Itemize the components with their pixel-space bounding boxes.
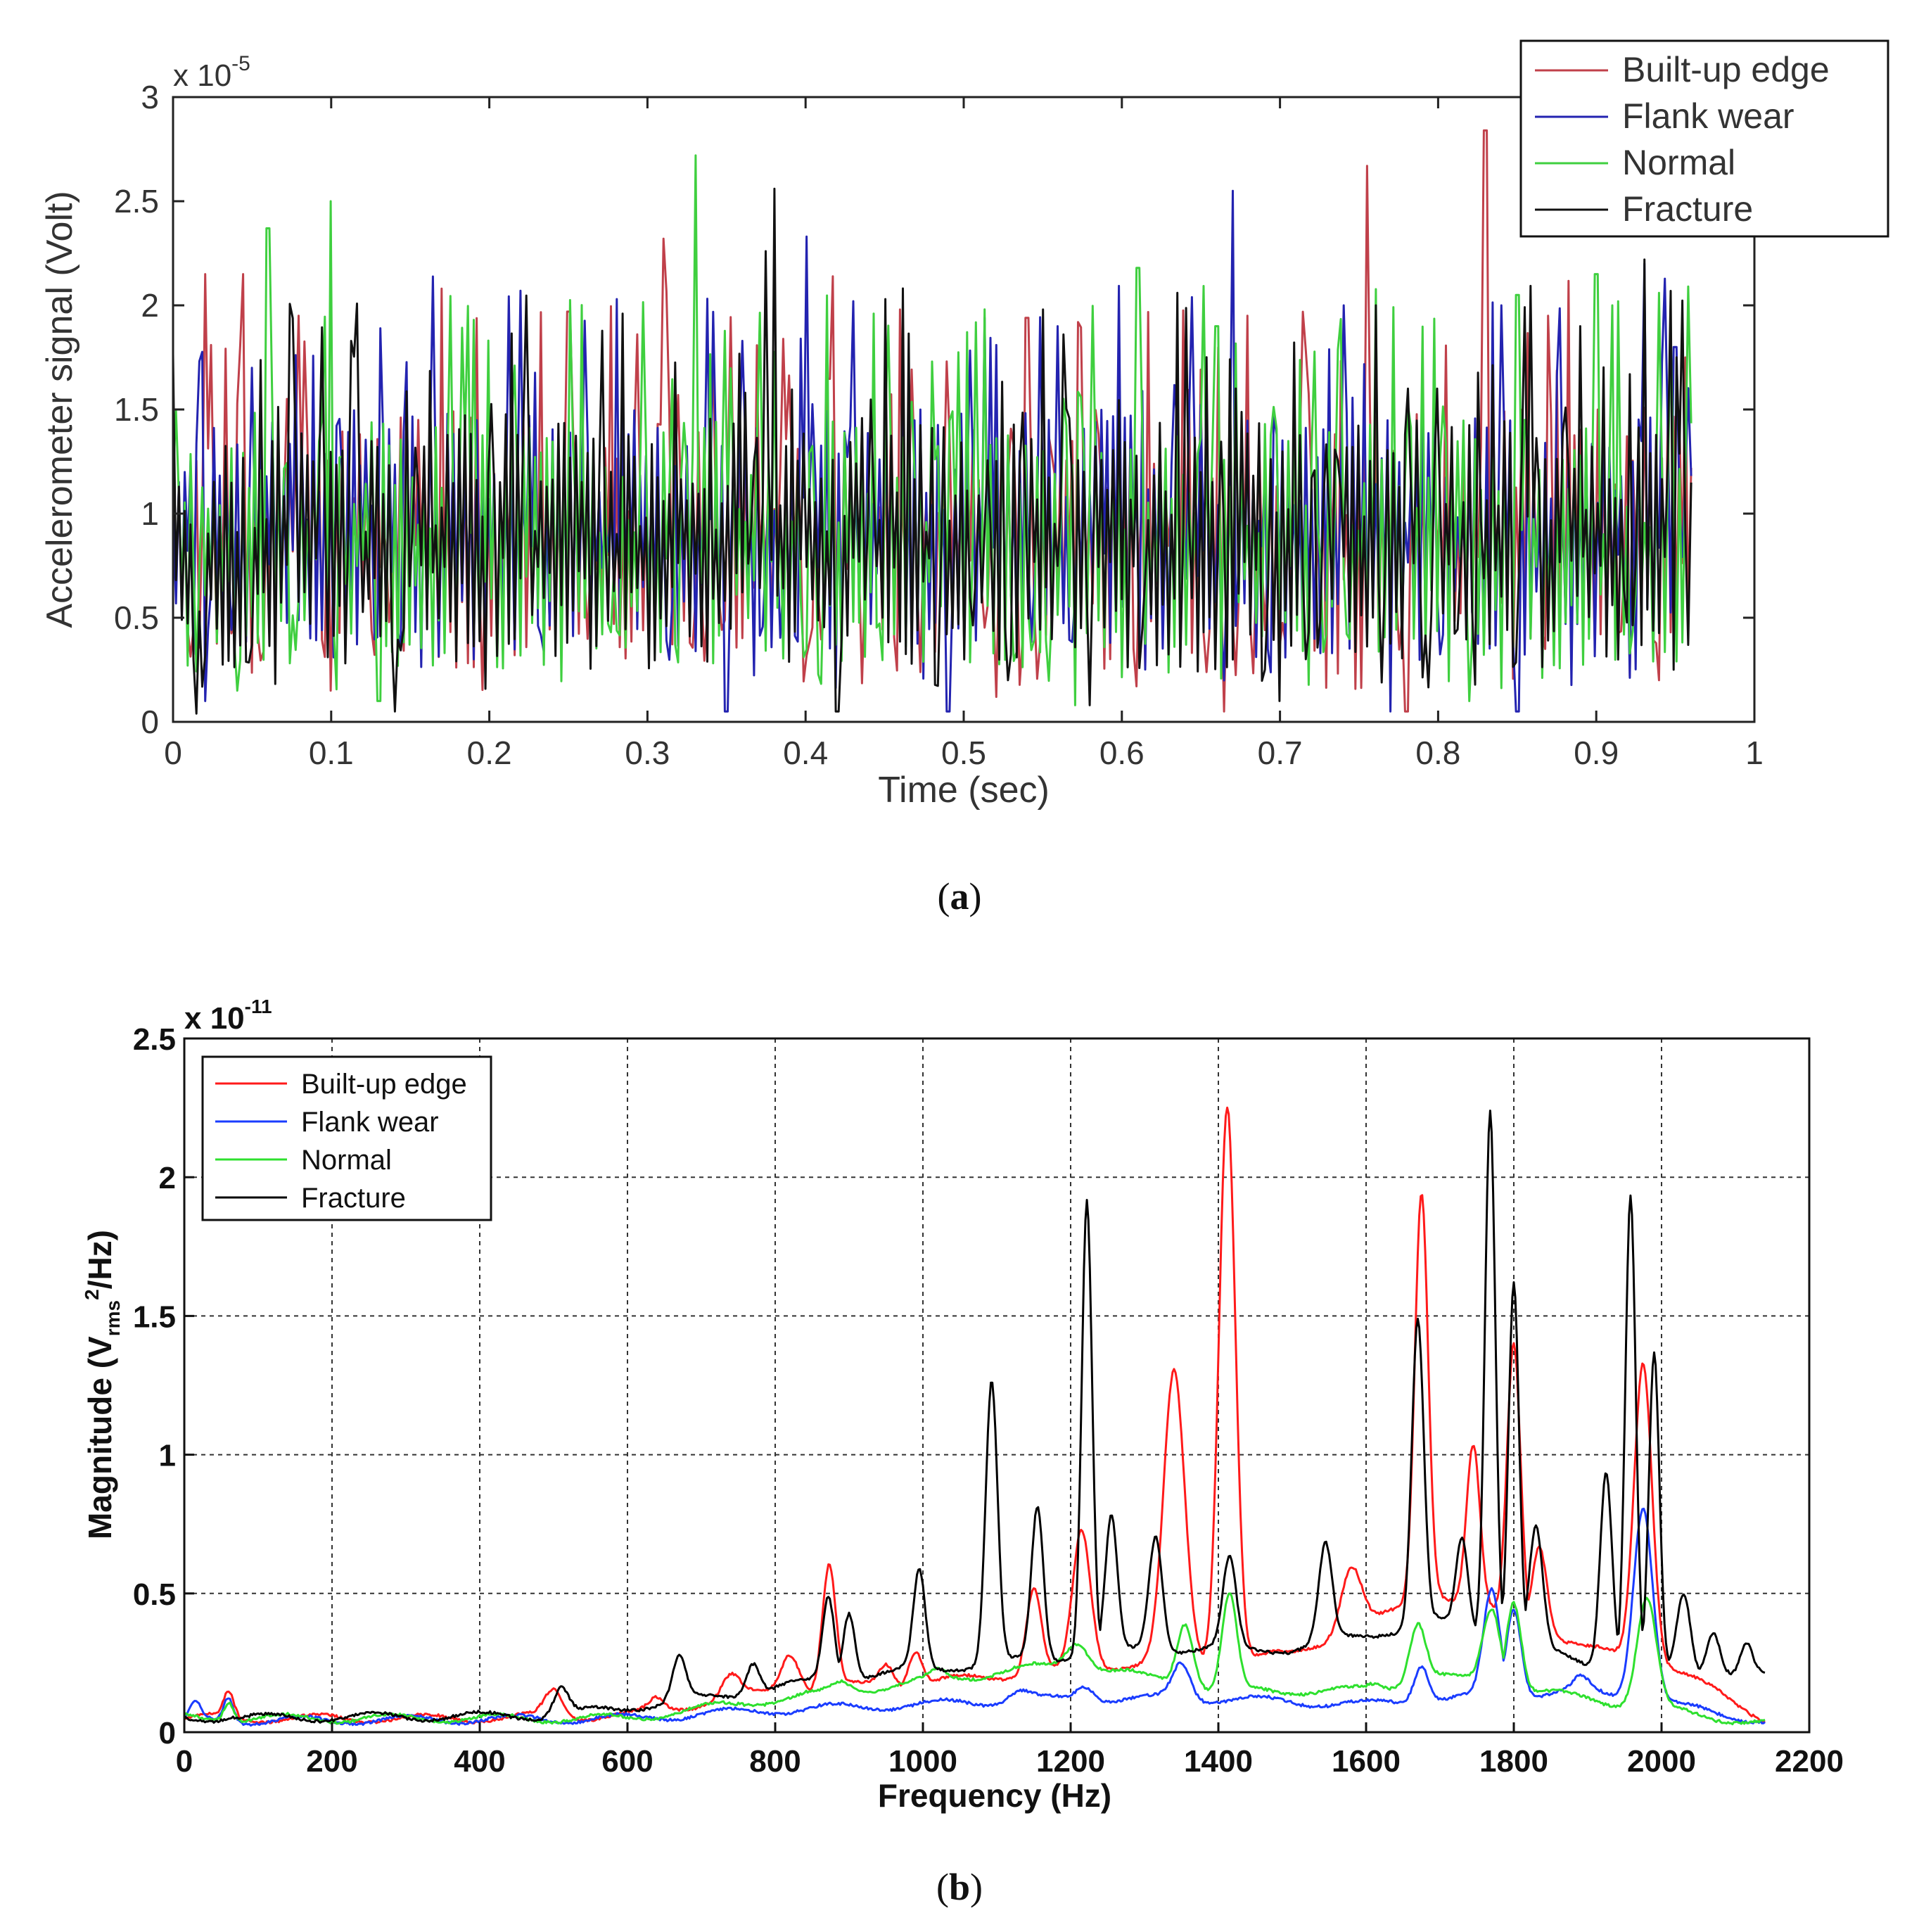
chart-b-panel-letter: b (949, 1866, 970, 1908)
chart-a-x-tick-label: 0.8 (1415, 735, 1460, 771)
chart-b-x-tick-label: 0 (176, 1744, 193, 1779)
chart-b-plot-frame (183, 1037, 1811, 1734)
chart-a-y-axis-label: Accelerometer signal (Volt) (39, 191, 80, 628)
chart-b-y-axis-label-main: Magnitude (V (82, 1336, 118, 1539)
chart-a-x-tick-label: 0 (164, 735, 182, 771)
chart-a-y-tick-label: 0 (141, 704, 159, 740)
chart-b-y-tick-label: 2.5 (133, 1022, 176, 1057)
chart-b-x-tick-label: 1400 (1184, 1744, 1253, 1779)
chart-a-x-tick-label: 0.9 (1574, 735, 1619, 771)
chart-b-y-exponent-base: x 10 (184, 1001, 245, 1036)
chart-a: 0 0.1 0.2 0.3 0.4 0.5 0.6 0.7 0.8 0.9 1 0 0.5 1 1.5 2 2.… (39, 39, 1889, 917)
chart-b-y-exponent-power: -11 (245, 996, 272, 1017)
chart-b-legend-label: Flank wear (301, 1107, 439, 1138)
chart-a-ticks: 0 0.1 0.2 0.3 0.4 0.5 0.6 0.7 0.8 0.9 1 0 0.5 1 1.5 2 2.… (114, 79, 1764, 771)
chart-b-x-tick-label: 1200 (1036, 1744, 1105, 1779)
chart-a-x-tick-label: 0.2 (467, 735, 512, 771)
chart-b-y-axis-label-sub: rms (102, 1300, 124, 1336)
chart-a-legend-label: Normal (1622, 143, 1735, 182)
chart-a-x-axis-label: Time (sec) (878, 770, 1050, 811)
chart-a-panel-label: (a) (938, 875, 982, 917)
chart-b-line-fracture (183, 1110, 1766, 1724)
chart-b-x-tick-label: 1800 (1479, 1744, 1548, 1779)
chart-a-y-tick-label: 1.5 (114, 391, 159, 428)
chart-b-y-tick-label: 0 (159, 1716, 176, 1750)
chart-b-y-axis-label: Magnitude (Vrms2/Hz) (81, 1230, 124, 1539)
chart-a-x-tick-label: 0.6 (1099, 735, 1145, 771)
chart-b-x-axis-label: Frequency (Hz) (878, 1777, 1111, 1814)
chart-b-panel-label: (b) (936, 1866, 983, 1908)
chart-b-x-tick-label: 2000 (1627, 1744, 1696, 1779)
chart-b-x-tick-label: 400 (454, 1744, 505, 1779)
chart-b-y-tick-label: 1.5 (133, 1299, 176, 1334)
chart-a-y-tick-label: 0.5 (114, 599, 159, 636)
chart-b-y-tick-label: 0.5 (133, 1577, 176, 1612)
chart-a-legend-label: Built-up edge (1622, 50, 1830, 89)
chart-a-legend-label: Fracture (1622, 189, 1753, 229)
chart-b-x-tick-label: 800 (749, 1744, 801, 1779)
chart-a-y-tick-label: 1 (141, 495, 159, 532)
chart-a-y-exponent: x 10-5 (173, 52, 250, 93)
chart-b-series-lines (183, 1106, 1766, 1727)
chart-b-legend-label: Normal (301, 1145, 392, 1176)
chart-a-x-tick-label: 1 (1745, 735, 1764, 771)
chart-a-series-lines (172, 129, 1692, 715)
chart-b-x-tick-label: 1600 (1332, 1744, 1401, 1779)
chart-a-legend: Built-up edge Flank wear Normal Fracture (1519, 39, 1889, 238)
chart-a-y-exponent-power: -5 (231, 52, 250, 75)
chart-b-x-tick-label: 600 (601, 1744, 653, 1779)
chart-a-x-tick-label: 0.4 (783, 735, 828, 771)
chart-b-y-axis-label-sup: 2 (81, 1289, 103, 1300)
chart-a-y-exponent-base: x 10 (173, 58, 231, 93)
chart-a-x-tick-label: 0.5 (941, 735, 986, 771)
chart-a-y-tick-label: 3 (141, 79, 159, 115)
chart-a-x-tick-label: 0.3 (625, 735, 670, 771)
chart-b-line-flank-wear (184, 1507, 1766, 1727)
chart-b-x-tick-label: 200 (306, 1744, 357, 1779)
chart-b-legend-label: Built-up edge (301, 1069, 467, 1100)
chart-a-legend-box (1519, 39, 1889, 238)
chart-b-y-tick-label: 2 (159, 1161, 176, 1195)
chart-a-y-tick-label: 2 (141, 287, 159, 324)
chart-b-line-normal (183, 1592, 1766, 1726)
chart-a-panel-letter: a (950, 875, 969, 917)
chart-b-x-tick-label: 2200 (1775, 1744, 1844, 1779)
chart-b-y-exponent: x 10-11 (184, 996, 272, 1036)
chart-a-line-fracture (172, 187, 1692, 715)
chart-a-x-tick-label: 0.1 (309, 735, 354, 771)
chart-b-y-tick-label: 1 (159, 1439, 176, 1473)
chart-b-y-axis-label-tail: /Hz) (82, 1230, 118, 1289)
chart-b-ticks: 0 200 400 600 800 1000 1200 1400 1600 1800 2000 220… (133, 1022, 1844, 1779)
chart-a-y-tick-label: 2.5 (114, 183, 159, 220)
chart-b-x-tick-label: 1000 (888, 1744, 957, 1779)
chart-b: 0 200 400 600 800 1000 1200 1400 1600 1800 2000 220… (81, 996, 1844, 1908)
chart-b-legend-label: Fracture (301, 1183, 406, 1214)
chart-a-x-tick-label: 0.7 (1258, 735, 1303, 771)
chart-a-legend-label: Flank wear (1622, 96, 1794, 136)
chart-b-legend: Built-up edge Flank wear Normal Fracture (201, 1055, 492, 1221)
